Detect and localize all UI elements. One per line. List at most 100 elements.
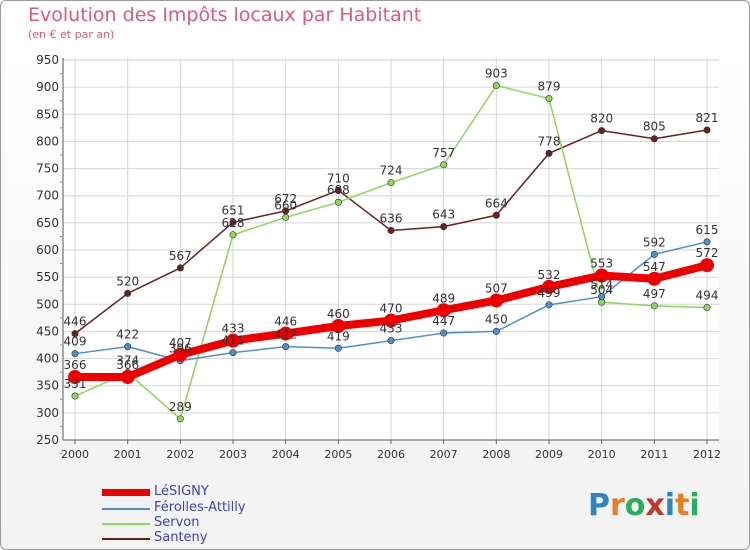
data-label: 778 bbox=[538, 134, 561, 148]
y-tick-label: 400 bbox=[36, 352, 59, 366]
legend-label-ferolles-attilly: Férolles-Attilly bbox=[154, 500, 246, 515]
logo-letter: i bbox=[689, 488, 700, 523]
data-label: 520 bbox=[116, 274, 139, 288]
data-label: 422 bbox=[274, 328, 297, 342]
y-tick-label: 500 bbox=[36, 297, 59, 311]
data-point bbox=[703, 126, 711, 134]
data-point bbox=[71, 392, 79, 400]
data-label: 636 bbox=[380, 211, 403, 225]
data-label: 419 bbox=[327, 329, 350, 343]
data-label: 497 bbox=[643, 287, 666, 301]
data-point bbox=[229, 231, 237, 239]
data-point bbox=[545, 301, 553, 309]
x-tick-label: 2000 bbox=[61, 448, 89, 461]
data-label: 494 bbox=[696, 289, 719, 303]
data-point bbox=[124, 343, 132, 351]
data-label: 499 bbox=[538, 286, 561, 300]
x-tick-label: 2002 bbox=[166, 448, 194, 461]
y-tick-label: 900 bbox=[36, 80, 59, 94]
data-point bbox=[594, 268, 609, 283]
y-tick-label: 600 bbox=[36, 243, 59, 257]
y-tick-label: 350 bbox=[36, 379, 59, 393]
data-point bbox=[650, 302, 658, 310]
legend-swatch-lesigny bbox=[102, 489, 150, 496]
data-point bbox=[545, 95, 553, 103]
x-tick-label: 2005 bbox=[324, 448, 352, 461]
data-point bbox=[68, 370, 82, 385]
data-label: 507 bbox=[485, 281, 508, 295]
data-point bbox=[124, 289, 132, 297]
data-label: 446 bbox=[64, 315, 87, 329]
data-point bbox=[440, 161, 448, 169]
data-point bbox=[542, 279, 556, 294]
data-point bbox=[492, 211, 500, 219]
data-point bbox=[278, 326, 293, 341]
y-tick-label: 700 bbox=[36, 189, 59, 203]
legend-swatch-servon bbox=[102, 523, 150, 525]
y-tick-label: 850 bbox=[36, 107, 59, 121]
data-point bbox=[387, 226, 395, 234]
data-label: 470 bbox=[380, 302, 403, 316]
data-label: 489 bbox=[432, 291, 455, 305]
y-tick-label: 950 bbox=[36, 53, 59, 67]
data-label: 460 bbox=[327, 307, 350, 321]
data-point bbox=[700, 258, 714, 273]
x-tick-label: 2003 bbox=[219, 448, 247, 461]
data-label: 289 bbox=[169, 400, 192, 414]
x-tick-label: 2010 bbox=[588, 448, 616, 461]
data-point bbox=[598, 293, 606, 301]
proxiti-logo: Proxiti bbox=[588, 488, 700, 523]
data-label: 366 bbox=[64, 358, 87, 372]
data-label: 396 bbox=[169, 342, 192, 356]
data-point bbox=[229, 218, 237, 226]
data-label: 409 bbox=[64, 335, 87, 349]
data-label: 447 bbox=[432, 314, 455, 328]
data-point bbox=[384, 313, 398, 328]
x-tick-label: 2011 bbox=[640, 448, 668, 461]
data-point bbox=[334, 344, 342, 352]
data-label: 820 bbox=[590, 112, 613, 126]
chart-title: Evolution des Impôts locaux par Habitant bbox=[28, 4, 422, 26]
data-point bbox=[647, 271, 662, 286]
logo-letter: t bbox=[675, 488, 690, 523]
logo-letter: P bbox=[588, 488, 610, 523]
data-label: 374 bbox=[116, 354, 139, 368]
data-label: 433 bbox=[380, 322, 403, 336]
data-label: 411 bbox=[222, 334, 245, 348]
data-point bbox=[650, 135, 658, 143]
data-label: 553 bbox=[590, 257, 613, 271]
data-label: 710 bbox=[327, 171, 350, 185]
logo-letter: i bbox=[664, 488, 676, 523]
data-label: 572 bbox=[696, 246, 719, 260]
data-label: 514 bbox=[590, 278, 613, 292]
data-label: 724 bbox=[380, 164, 403, 178]
data-label: 643 bbox=[432, 208, 455, 222]
data-point bbox=[440, 329, 448, 337]
y-tick-label: 300 bbox=[36, 406, 59, 420]
data-point bbox=[334, 198, 342, 206]
data-label: 422 bbox=[116, 328, 139, 342]
data-label: 366 bbox=[116, 358, 139, 372]
data-label: 567 bbox=[169, 249, 192, 263]
data-label: 757 bbox=[432, 146, 455, 160]
data-label: 331 bbox=[64, 377, 87, 391]
y-tick-label: 650 bbox=[36, 216, 59, 230]
x-tick-label: 2004 bbox=[272, 448, 300, 461]
data-point bbox=[492, 327, 500, 335]
x-tick-label: 2001 bbox=[114, 448, 142, 461]
data-label: 651 bbox=[222, 203, 245, 217]
y-tick-label: 250 bbox=[36, 433, 59, 447]
data-point bbox=[703, 304, 711, 312]
legend-swatch-ferolles-attilly bbox=[102, 508, 150, 510]
data-label: 547 bbox=[643, 260, 666, 274]
logo-letter: x bbox=[645, 488, 665, 523]
data-point bbox=[489, 293, 504, 308]
legend-swatch-santeny bbox=[102, 538, 150, 540]
data-label: 433 bbox=[222, 322, 245, 336]
data-point bbox=[226, 333, 240, 348]
data-label: 532 bbox=[538, 268, 561, 282]
data-label: 615 bbox=[696, 223, 719, 237]
data-label: 660 bbox=[274, 198, 297, 212]
logo-letter: o bbox=[624, 488, 646, 523]
